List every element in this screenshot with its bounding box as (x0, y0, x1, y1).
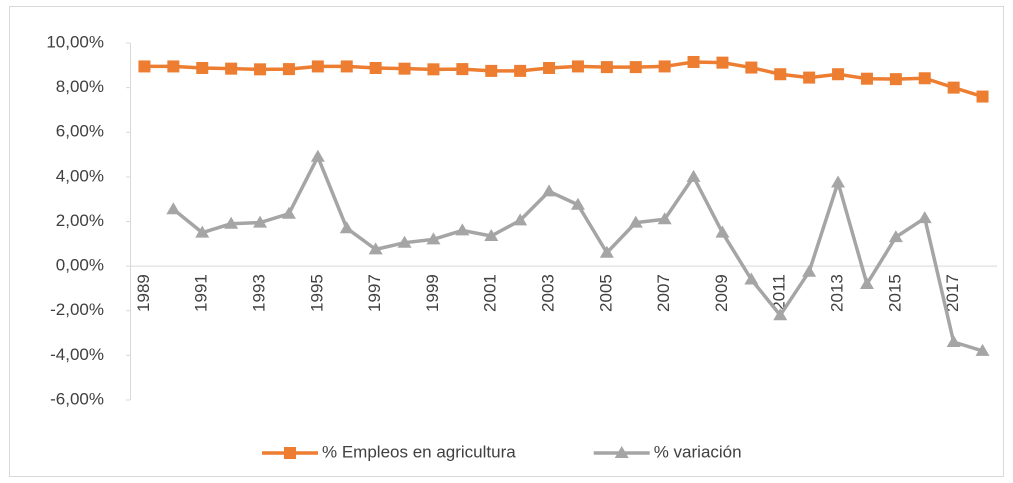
marker (485, 64, 498, 77)
y-tick-label: 2,00% (56, 211, 104, 230)
x-tick-label: 2005 (596, 274, 615, 312)
marker (138, 60, 151, 73)
marker (946, 334, 961, 347)
marker (455, 223, 470, 236)
marker (398, 62, 411, 75)
marker (543, 61, 556, 74)
y-tick-label: -2,00% (50, 300, 104, 319)
marker (917, 211, 932, 224)
marker (195, 225, 210, 238)
y-tick-label: 6,00% (56, 122, 104, 141)
marker (889, 73, 902, 86)
marker (629, 61, 642, 74)
x-tick-label: 2001 (481, 274, 500, 312)
marker (628, 215, 643, 228)
marker (599, 245, 614, 258)
marker (484, 229, 499, 242)
marker (859, 276, 874, 289)
marker (369, 61, 382, 74)
marker (340, 60, 353, 73)
marker (686, 169, 701, 182)
marker (658, 60, 671, 73)
marker (975, 343, 990, 356)
legend-label: % variación (654, 442, 742, 461)
marker (311, 60, 324, 73)
legend-marker (614, 446, 629, 458)
marker (281, 206, 296, 219)
marker (167, 60, 180, 73)
marker (888, 230, 903, 243)
marker (716, 56, 729, 69)
marker (860, 72, 873, 85)
marker (570, 197, 585, 210)
marker (802, 264, 817, 277)
x-tick-label: 1993 (250, 274, 269, 312)
x-tick-label: 1991 (192, 274, 211, 312)
x-tick-label: 1995 (307, 274, 326, 312)
y-tick-label: 8,00% (56, 77, 104, 96)
marker (166, 202, 181, 215)
x-tick-label: 1989 (134, 274, 153, 312)
x-tick-label: 2007 (654, 274, 673, 312)
x-tick-label: 2011 (770, 274, 789, 311)
x-tick-label: 2003 (539, 274, 558, 312)
y-tick-label: -4,00% (50, 345, 104, 364)
marker (225, 62, 238, 75)
marker (657, 212, 672, 225)
x-tick-label: 1997 (365, 274, 384, 312)
marker (542, 184, 557, 197)
marker (310, 149, 325, 162)
marker (426, 232, 441, 245)
marker (687, 55, 700, 68)
x-tick-label: 2015 (885, 274, 904, 312)
marker (976, 90, 989, 103)
y-tick-label: 0,00% (56, 256, 104, 275)
y-tick-label: 10,00% (46, 32, 104, 51)
marker (196, 61, 209, 74)
y-tick-label: -6,00% (50, 389, 104, 408)
marker (224, 216, 239, 229)
x-tick-label: 2017 (943, 274, 962, 312)
marker (571, 60, 584, 73)
marker (427, 63, 440, 76)
marker (397, 235, 412, 248)
marker (282, 63, 295, 76)
marker (600, 61, 613, 74)
marker (456, 63, 469, 76)
marker (514, 64, 527, 77)
x-tick-label: 2009 (712, 274, 731, 312)
marker (513, 213, 528, 226)
marker (832, 68, 845, 81)
marker (715, 225, 730, 238)
marker (831, 175, 846, 188)
legend-marker (284, 447, 296, 459)
marker (744, 272, 759, 285)
legend-label: % Empleos en agricultura (322, 442, 516, 461)
marker (339, 221, 354, 234)
marker (254, 63, 267, 76)
marker (803, 71, 816, 84)
marker (774, 68, 787, 81)
marker (745, 61, 758, 74)
x-tick-label: 1999 (423, 274, 442, 312)
marker (947, 81, 960, 94)
chart-frame (9, 6, 1004, 477)
x-tick-label: 2013 (828, 274, 847, 312)
marker (773, 308, 788, 321)
marker (253, 215, 268, 228)
y-tick-label: 4,00% (56, 166, 104, 185)
marker (918, 72, 931, 85)
marker (368, 242, 383, 255)
